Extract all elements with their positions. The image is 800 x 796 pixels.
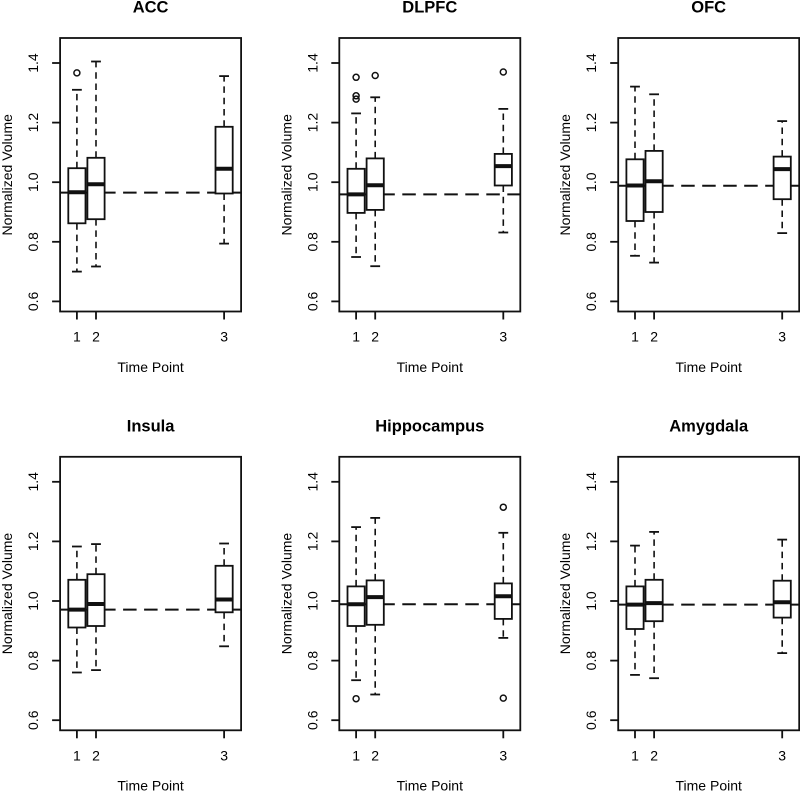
svg-text:3: 3 [778, 747, 786, 763]
svg-text:1.2: 1.2 [25, 531, 41, 551]
svg-text:3: 3 [499, 747, 507, 763]
svg-text:1.0: 1.0 [583, 591, 599, 611]
svg-text:0.8: 0.8 [25, 232, 41, 252]
svg-text:0.6: 0.6 [304, 710, 320, 730]
svg-text:0.8: 0.8 [304, 651, 320, 671]
svg-text:1.0: 1.0 [25, 172, 41, 192]
svg-text:0.8: 0.8 [583, 232, 599, 252]
svg-text:Time Point: Time Point [676, 359, 743, 375]
svg-text:Time Point: Time Point [676, 778, 743, 791]
svg-text:1: 1 [631, 329, 639, 345]
svg-text:0.6: 0.6 [25, 291, 41, 311]
svg-text:3: 3 [778, 329, 786, 345]
svg-text:1.4: 1.4 [25, 53, 41, 73]
svg-text:0.8: 0.8 [25, 651, 41, 671]
svg-text:1.2: 1.2 [583, 531, 599, 551]
svg-text:1.4: 1.4 [25, 472, 41, 492]
svg-text:2: 2 [650, 329, 658, 345]
svg-text:Insula: Insula [127, 418, 176, 436]
svg-text:1.2: 1.2 [304, 113, 320, 133]
svg-text:Time Point: Time Point [117, 359, 184, 375]
svg-text:2: 2 [371, 329, 379, 345]
svg-text:1: 1 [73, 329, 81, 345]
svg-text:0.6: 0.6 [583, 291, 599, 311]
svg-text:1.4: 1.4 [583, 472, 599, 492]
svg-text:1.4: 1.4 [583, 53, 599, 73]
svg-text:1: 1 [631, 747, 639, 763]
svg-text:3: 3 [220, 747, 228, 763]
svg-text:1.2: 1.2 [25, 113, 41, 133]
svg-text:2: 2 [92, 329, 100, 345]
svg-text:Time Point: Time Point [117, 778, 184, 791]
svg-text:1.2: 1.2 [583, 113, 599, 133]
svg-text:0.6: 0.6 [304, 291, 320, 311]
svg-text:1.4: 1.4 [304, 472, 320, 492]
svg-text:0.8: 0.8 [304, 232, 320, 252]
svg-text:1: 1 [73, 747, 81, 763]
svg-text:Normalized Volume: Normalized Volume [0, 533, 15, 655]
svg-text:ACC: ACC [133, 0, 169, 17]
svg-text:3: 3 [499, 329, 507, 345]
svg-text:Normalized Volume: Normalized Volume [278, 114, 294, 236]
svg-text:1: 1 [352, 747, 360, 763]
svg-text:Amygdala: Amygdala [669, 418, 749, 436]
svg-text:1.0: 1.0 [304, 591, 320, 611]
svg-text:0.8: 0.8 [583, 651, 599, 671]
svg-text:2: 2 [650, 747, 658, 763]
svg-text:1.0: 1.0 [304, 172, 320, 192]
svg-text:Hippocampus: Hippocampus [375, 418, 484, 436]
svg-text:3: 3 [220, 329, 228, 345]
svg-text:1.4: 1.4 [304, 53, 320, 73]
svg-text:Normalized Volume: Normalized Volume [557, 114, 573, 236]
svg-text:Normalized Volume: Normalized Volume [0, 114, 15, 236]
svg-text:Normalized Volume: Normalized Volume [278, 533, 294, 655]
svg-text:1.0: 1.0 [25, 591, 41, 611]
svg-text:OFC: OFC [691, 0, 726, 17]
svg-text:2: 2 [371, 747, 379, 763]
svg-text:1.2: 1.2 [304, 531, 320, 551]
svg-text:0.6: 0.6 [25, 710, 41, 730]
svg-text:0.6: 0.6 [583, 710, 599, 730]
svg-text:Time Point: Time Point [397, 359, 464, 375]
svg-text:DLPFC: DLPFC [402, 0, 457, 17]
svg-text:2: 2 [92, 747, 100, 763]
svg-text:Time Point: Time Point [397, 778, 464, 791]
svg-text:Normalized Volume: Normalized Volume [557, 533, 573, 655]
svg-text:1.0: 1.0 [583, 172, 599, 192]
svg-text:1: 1 [352, 329, 360, 345]
